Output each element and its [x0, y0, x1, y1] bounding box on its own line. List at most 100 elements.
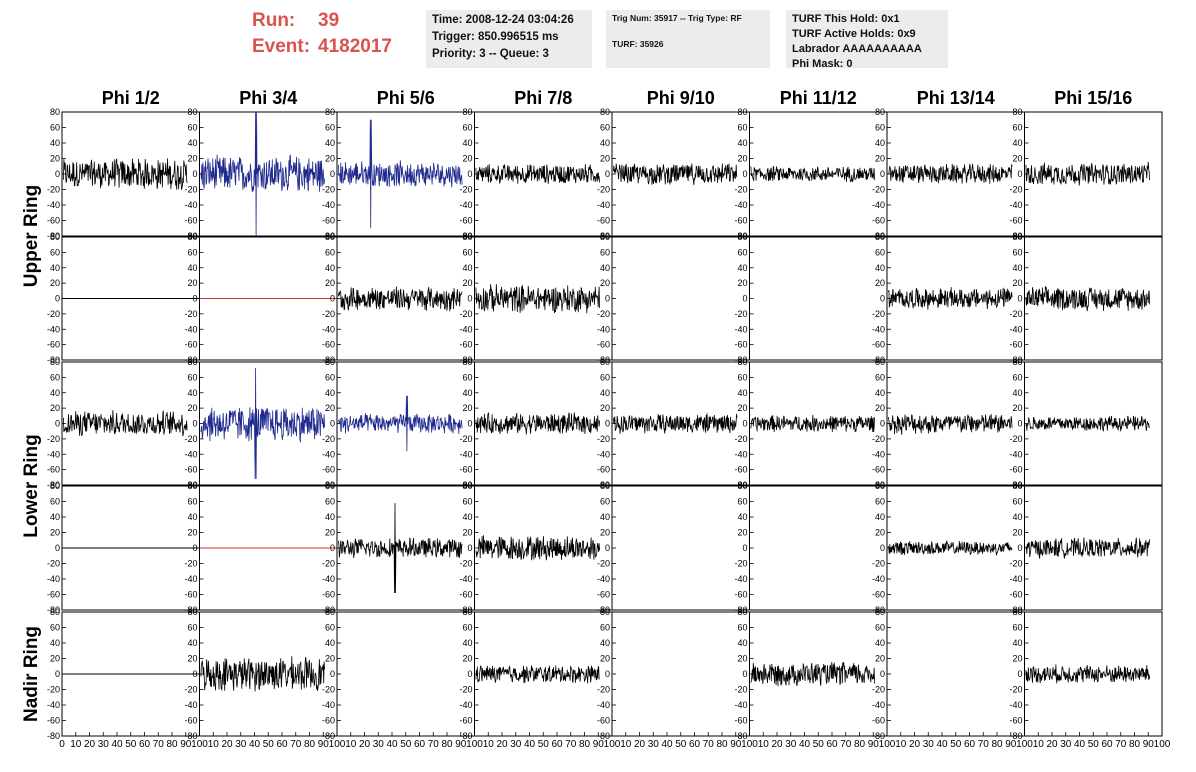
y-tick-label: -80: [47, 480, 60, 490]
x-tick-label: 60: [689, 739, 701, 750]
y-tick-label: 0: [1017, 543, 1022, 553]
waveform-trace: [888, 163, 1013, 184]
y-tick-label: -80: [734, 605, 747, 615]
waveform-trace: [888, 413, 1013, 435]
y-tick-label: -40: [459, 324, 472, 334]
y-tick-label: -20: [1009, 559, 1022, 569]
x-tick-label: 50: [400, 739, 412, 750]
column-title: Phi 7/8: [514, 88, 572, 108]
y-tick-label: 60: [325, 247, 335, 257]
waveform-trace: [1025, 415, 1150, 432]
y-tick-label: 40: [325, 263, 335, 273]
y-tick-label: 0: [742, 419, 747, 429]
y-tick-label: -60: [872, 590, 885, 600]
y-tick-label: 20: [875, 154, 885, 164]
x-tick-label: 60: [276, 739, 288, 750]
y-tick-label: 20: [1012, 528, 1022, 538]
y-tick-label: 80: [325, 481, 335, 491]
y-tick-label: 40: [600, 512, 610, 522]
y-tick-label: -20: [184, 685, 197, 695]
y-tick-label: 40: [50, 388, 60, 398]
y-tick-label: -60: [322, 590, 335, 600]
y-tick-label: 80: [462, 232, 472, 242]
y-tick-label: -60: [597, 216, 610, 226]
y-tick-label: -20: [872, 685, 885, 695]
y-tick-label: -60: [322, 716, 335, 726]
y-tick-label: 80: [875, 107, 885, 117]
y-tick-label: 40: [875, 138, 885, 148]
y-tick-label: -80: [184, 231, 197, 241]
y-tick-label: 60: [737, 372, 747, 382]
waveform-trace: [475, 665, 600, 684]
y-tick-label: -20: [597, 559, 610, 569]
x-tick-label: 10: [1033, 739, 1045, 750]
y-tick-label: -20: [459, 434, 472, 444]
y-tick-label: 20: [875, 278, 885, 288]
y-tick-label: -20: [322, 685, 335, 695]
y-tick-label: 40: [1012, 512, 1022, 522]
waveform-trace: [475, 535, 600, 561]
ring-label: Lower Ring: [21, 434, 42, 537]
x-tick-label: 70: [290, 739, 302, 750]
y-tick-label: -40: [322, 449, 335, 459]
y-tick-label: 40: [325, 638, 335, 648]
y-tick-label: -80: [872, 605, 885, 615]
y-tick-label: 20: [462, 654, 472, 664]
y-tick-label: 0: [742, 169, 747, 179]
y-tick-label: -40: [1009, 324, 1022, 334]
y-tick-label: -20: [597, 685, 610, 695]
y-tick-label: 60: [462, 623, 472, 633]
priority-text: Priority: 3 -- Queue: 3: [432, 48, 549, 60]
y-tick-label: -20: [734, 685, 747, 695]
y-tick-label: 40: [462, 263, 472, 273]
y-tick-label: 80: [1012, 607, 1022, 617]
waveform-trace: [63, 409, 188, 437]
y-tick-label: 60: [600, 372, 610, 382]
y-tick-label: 0: [880, 669, 885, 679]
y-tick-label: 60: [1012, 623, 1022, 633]
y-tick-label: 0: [605, 419, 610, 429]
y-tick-label: 0: [1017, 419, 1022, 429]
y-tick-label: 0: [880, 294, 885, 304]
y-tick-label: -80: [322, 231, 335, 241]
y-tick-label: 20: [187, 278, 197, 288]
column-title: Phi 15/16: [1054, 88, 1132, 108]
y-tick-label: -80: [47, 355, 60, 365]
y-tick-label: 80: [187, 107, 197, 117]
y-tick-label: 0: [1017, 169, 1022, 179]
y-tick-label: -60: [322, 216, 335, 226]
y-tick-label: -20: [47, 434, 60, 444]
y-tick-label: 0: [467, 169, 472, 179]
y-tick-label: -40: [734, 574, 747, 584]
y-tick-label: -20: [322, 185, 335, 195]
y-tick-label: 80: [325, 232, 335, 242]
y-tick-label: 80: [462, 357, 472, 367]
y-tick-label: 0: [1017, 294, 1022, 304]
y-tick-label: 40: [325, 138, 335, 148]
y-tick-label: 20: [325, 528, 335, 538]
y-tick-label: 80: [325, 107, 335, 117]
ring-label: Upper Ring: [21, 185, 42, 287]
x-tick-label: 70: [978, 739, 990, 750]
y-tick-label: -20: [47, 559, 60, 569]
y-tick-label: 40: [50, 512, 60, 522]
turf-this-hold-text: TURF This Hold: 0x1: [792, 13, 900, 25]
x-tick-label: 50: [813, 739, 825, 750]
y-tick-label: -80: [597, 480, 610, 490]
y-tick-label: 20: [50, 528, 60, 538]
event-label: Event:: [252, 36, 311, 57]
y-tick-label: -80: [322, 731, 335, 741]
y-tick-label: 20: [737, 278, 747, 288]
y-tick-label: 60: [50, 497, 60, 507]
y-tick-label: -40: [1009, 700, 1022, 710]
y-tick-label: 20: [325, 278, 335, 288]
x-tick-label: 20: [771, 739, 783, 750]
y-tick-label: 80: [737, 481, 747, 491]
y-tick-label: 40: [737, 388, 747, 398]
y-tick-label: 20: [875, 654, 885, 664]
x-tick-label: 40: [524, 739, 536, 750]
y-tick-label: 0: [605, 294, 610, 304]
y-tick-label: -60: [184, 465, 197, 475]
y-tick-label: -80: [1009, 605, 1022, 615]
x-tick-label: 80: [579, 739, 591, 750]
